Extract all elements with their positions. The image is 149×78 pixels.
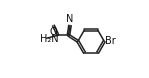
- Text: Br: Br: [105, 36, 116, 46]
- Text: N: N: [66, 14, 74, 24]
- Text: O: O: [49, 27, 57, 37]
- Text: H₂N: H₂N: [40, 34, 59, 44]
